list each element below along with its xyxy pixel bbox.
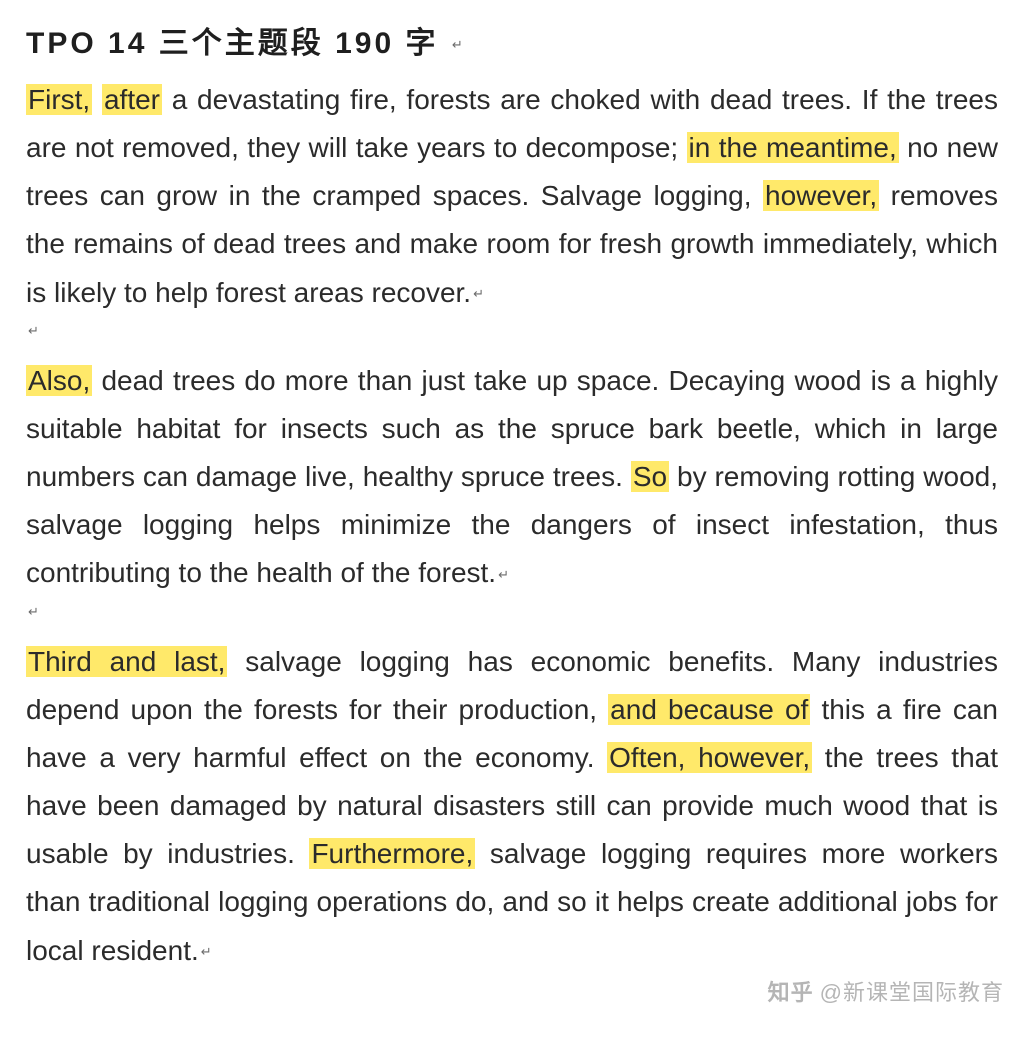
return-mark-icon: ↵ [28,323,39,338]
highlight-furthermore: Furthermore, [309,838,475,869]
paragraph-2: Also, dead trees do more than just take … [26,357,998,598]
text [92,84,102,115]
return-mark-icon: ↵ [498,567,509,582]
return-mark-icon: ↵ [473,286,484,301]
title-part-5: 字 [405,27,438,60]
document-page: TPO 14 三个主题段 190 字 ↵ First, after a deva… [0,0,1024,1021]
title-part-2: 14 [108,27,147,60]
title-part-4: 190 [335,27,394,60]
paragraph-3: Third and last, salvage logging has econ… [26,638,998,975]
highlight-third-and-last: Third and last, [26,646,227,677]
title-part-1: TPO [26,27,97,60]
highlight-also: Also, [26,365,92,396]
return-mark-icon: ↵ [452,37,463,52]
title-part-3: 三个主题段 [159,27,324,60]
paragraph-1: First, after a devastating fire, forests… [26,76,998,317]
highlight-however: however, [763,180,879,211]
highlight-in-the-meantime: in the meantime, [687,132,899,163]
watermark: 知乎@新课堂国际教育 [768,975,1004,1007]
highlight-after: after [102,84,162,115]
page-title: TPO 14 三个主题段 190 字 ↵ [26,18,998,62]
highlight-often-however: Often, however, [607,742,812,773]
blank-line: ↵ [26,323,998,351]
watermark-logo: 知乎 [768,980,814,1005]
watermark-text: @新课堂国际教育 [820,980,1004,1005]
blank-line: ↵ [26,604,998,632]
highlight-and-because-of: and because of [608,694,810,725]
return-mark-icon: ↵ [201,944,212,959]
highlight-so: So [631,461,669,492]
return-mark-icon: ↵ [28,604,39,619]
highlight-first: First, [26,84,92,115]
